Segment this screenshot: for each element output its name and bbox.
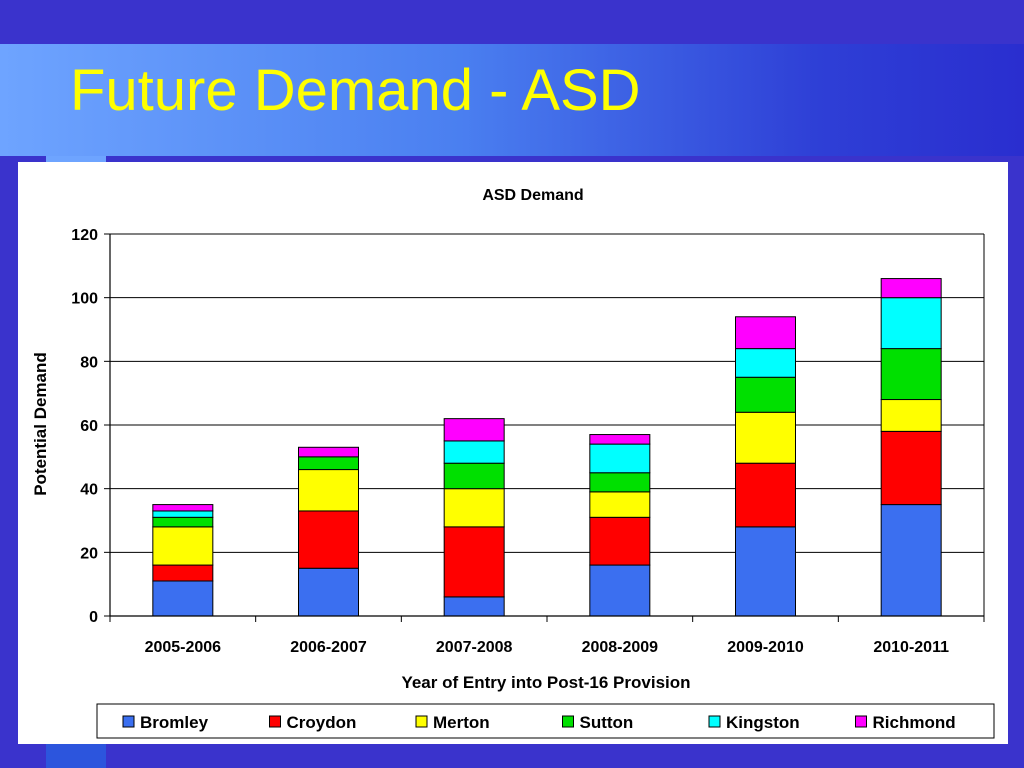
- x-tick-label: 2010-2011: [873, 639, 949, 656]
- bar-segment-bromley: [735, 526, 796, 617]
- bar-segment-croydon: [589, 516, 651, 566]
- legend: Bromley Croydon Merton Sutton Kingston Richmo…: [96, 703, 995, 739]
- bar-segment-sutton: [298, 456, 359, 471]
- bar-segment-richmond: [152, 504, 214, 512]
- bar-segment-richmond: [589, 434, 651, 445]
- legend-label: Bromley: [140, 713, 209, 732]
- y-tick-label: 80: [80, 354, 98, 371]
- legend-label: Richmond: [873, 713, 956, 732]
- bar-segment-kingston: [589, 443, 651, 474]
- bar-segment-croydon: [443, 526, 505, 598]
- bar-segment-croydon: [735, 462, 796, 528]
- stacked-bar-chart: ASD Demand 0 20 40 60 80 100 120 2005-2006 2006-…: [31, 187, 995, 739]
- chart-panel: ASD Demand 0 20 40 60 80 100 120 2005-2006 2006-…: [18, 162, 1008, 744]
- bar-segment-sutton: [589, 472, 651, 493]
- decorative-square: [46, 156, 106, 164]
- x-tick-label: 2009-2010: [727, 639, 804, 656]
- y-tick-label: 60: [80, 418, 98, 435]
- bar-segment-croydon: [298, 510, 359, 569]
- x-axis-label: Year of Entry into Post-16 Provision: [401, 673, 690, 692]
- bars: [152, 278, 942, 617]
- legend-swatch: [269, 715, 281, 728]
- y-tick-label: 20: [80, 545, 98, 562]
- bar-segment-merton: [152, 526, 214, 566]
- bar-segment-bromley: [152, 580, 214, 617]
- bar-segment-bromley: [589, 564, 651, 617]
- bar-segment-bromley: [443, 596, 505, 617]
- chart-title: ASD Demand: [482, 187, 583, 204]
- legend-label: Sutton: [580, 713, 634, 732]
- bar-segment-richmond: [443, 418, 505, 442]
- decorative-square: [46, 744, 106, 768]
- bar-segment-merton: [880, 399, 942, 432]
- legend-label: Merton: [433, 713, 490, 732]
- bar-segment-sutton: [735, 376, 796, 413]
- legend-swatch: [708, 715, 721, 728]
- bar-segment-merton: [443, 488, 505, 528]
- bar-segment-sutton: [880, 348, 942, 401]
- bar-segment-croydon: [152, 564, 214, 582]
- y-tick-label: 0: [89, 609, 98, 626]
- y-axis-label: Potential Demand: [31, 352, 50, 496]
- x-tick-label: 2005-2006: [145, 639, 222, 656]
- bar-segment-richmond: [735, 316, 796, 350]
- bar-segment-sutton: [443, 462, 505, 490]
- y-tick-label: 40: [80, 482, 98, 499]
- axes: 0 20 40 60 80 100 120 2005-2006 2006-2007 2007-20…: [71, 227, 985, 656]
- y-tick-label: 120: [71, 227, 98, 244]
- bar-segment-richmond: [880, 278, 942, 299]
- x-tick-label: 2008-2009: [582, 639, 659, 656]
- legend-swatch: [562, 715, 574, 728]
- legend-label: Croydon: [287, 713, 357, 732]
- title-band: [0, 44, 1024, 156]
- slide-title: Future Demand - ASD: [70, 58, 641, 123]
- bar-segment-bromley: [880, 504, 942, 617]
- bar-segment-kingston: [443, 440, 505, 464]
- legend-swatch: [415, 715, 428, 728]
- bar-segment-kingston: [735, 348, 796, 378]
- legend-label: Kingston: [726, 713, 800, 732]
- bar-segment-richmond: [298, 446, 359, 458]
- x-tick-label: 2007-2008: [436, 639, 513, 656]
- x-tick-label: 2006-2007: [290, 639, 367, 656]
- bar-segment-sutton: [152, 516, 214, 528]
- grid-lines: [110, 233, 985, 616]
- y-tick-label: 100: [71, 291, 98, 308]
- bar-segment-merton: [735, 411, 796, 464]
- bar-segment-merton: [298, 469, 359, 512]
- legend-swatch: [855, 715, 867, 728]
- legend-swatch: [122, 715, 135, 728]
- bar-segment-bromley: [298, 567, 359, 617]
- bar-segment-merton: [589, 491, 651, 518]
- bar-segment-kingston: [880, 297, 942, 350]
- bar-segment-croydon: [880, 430, 942, 506]
- bar-segment-kingston: [152, 510, 214, 518]
- legend-box: [96, 703, 995, 739]
